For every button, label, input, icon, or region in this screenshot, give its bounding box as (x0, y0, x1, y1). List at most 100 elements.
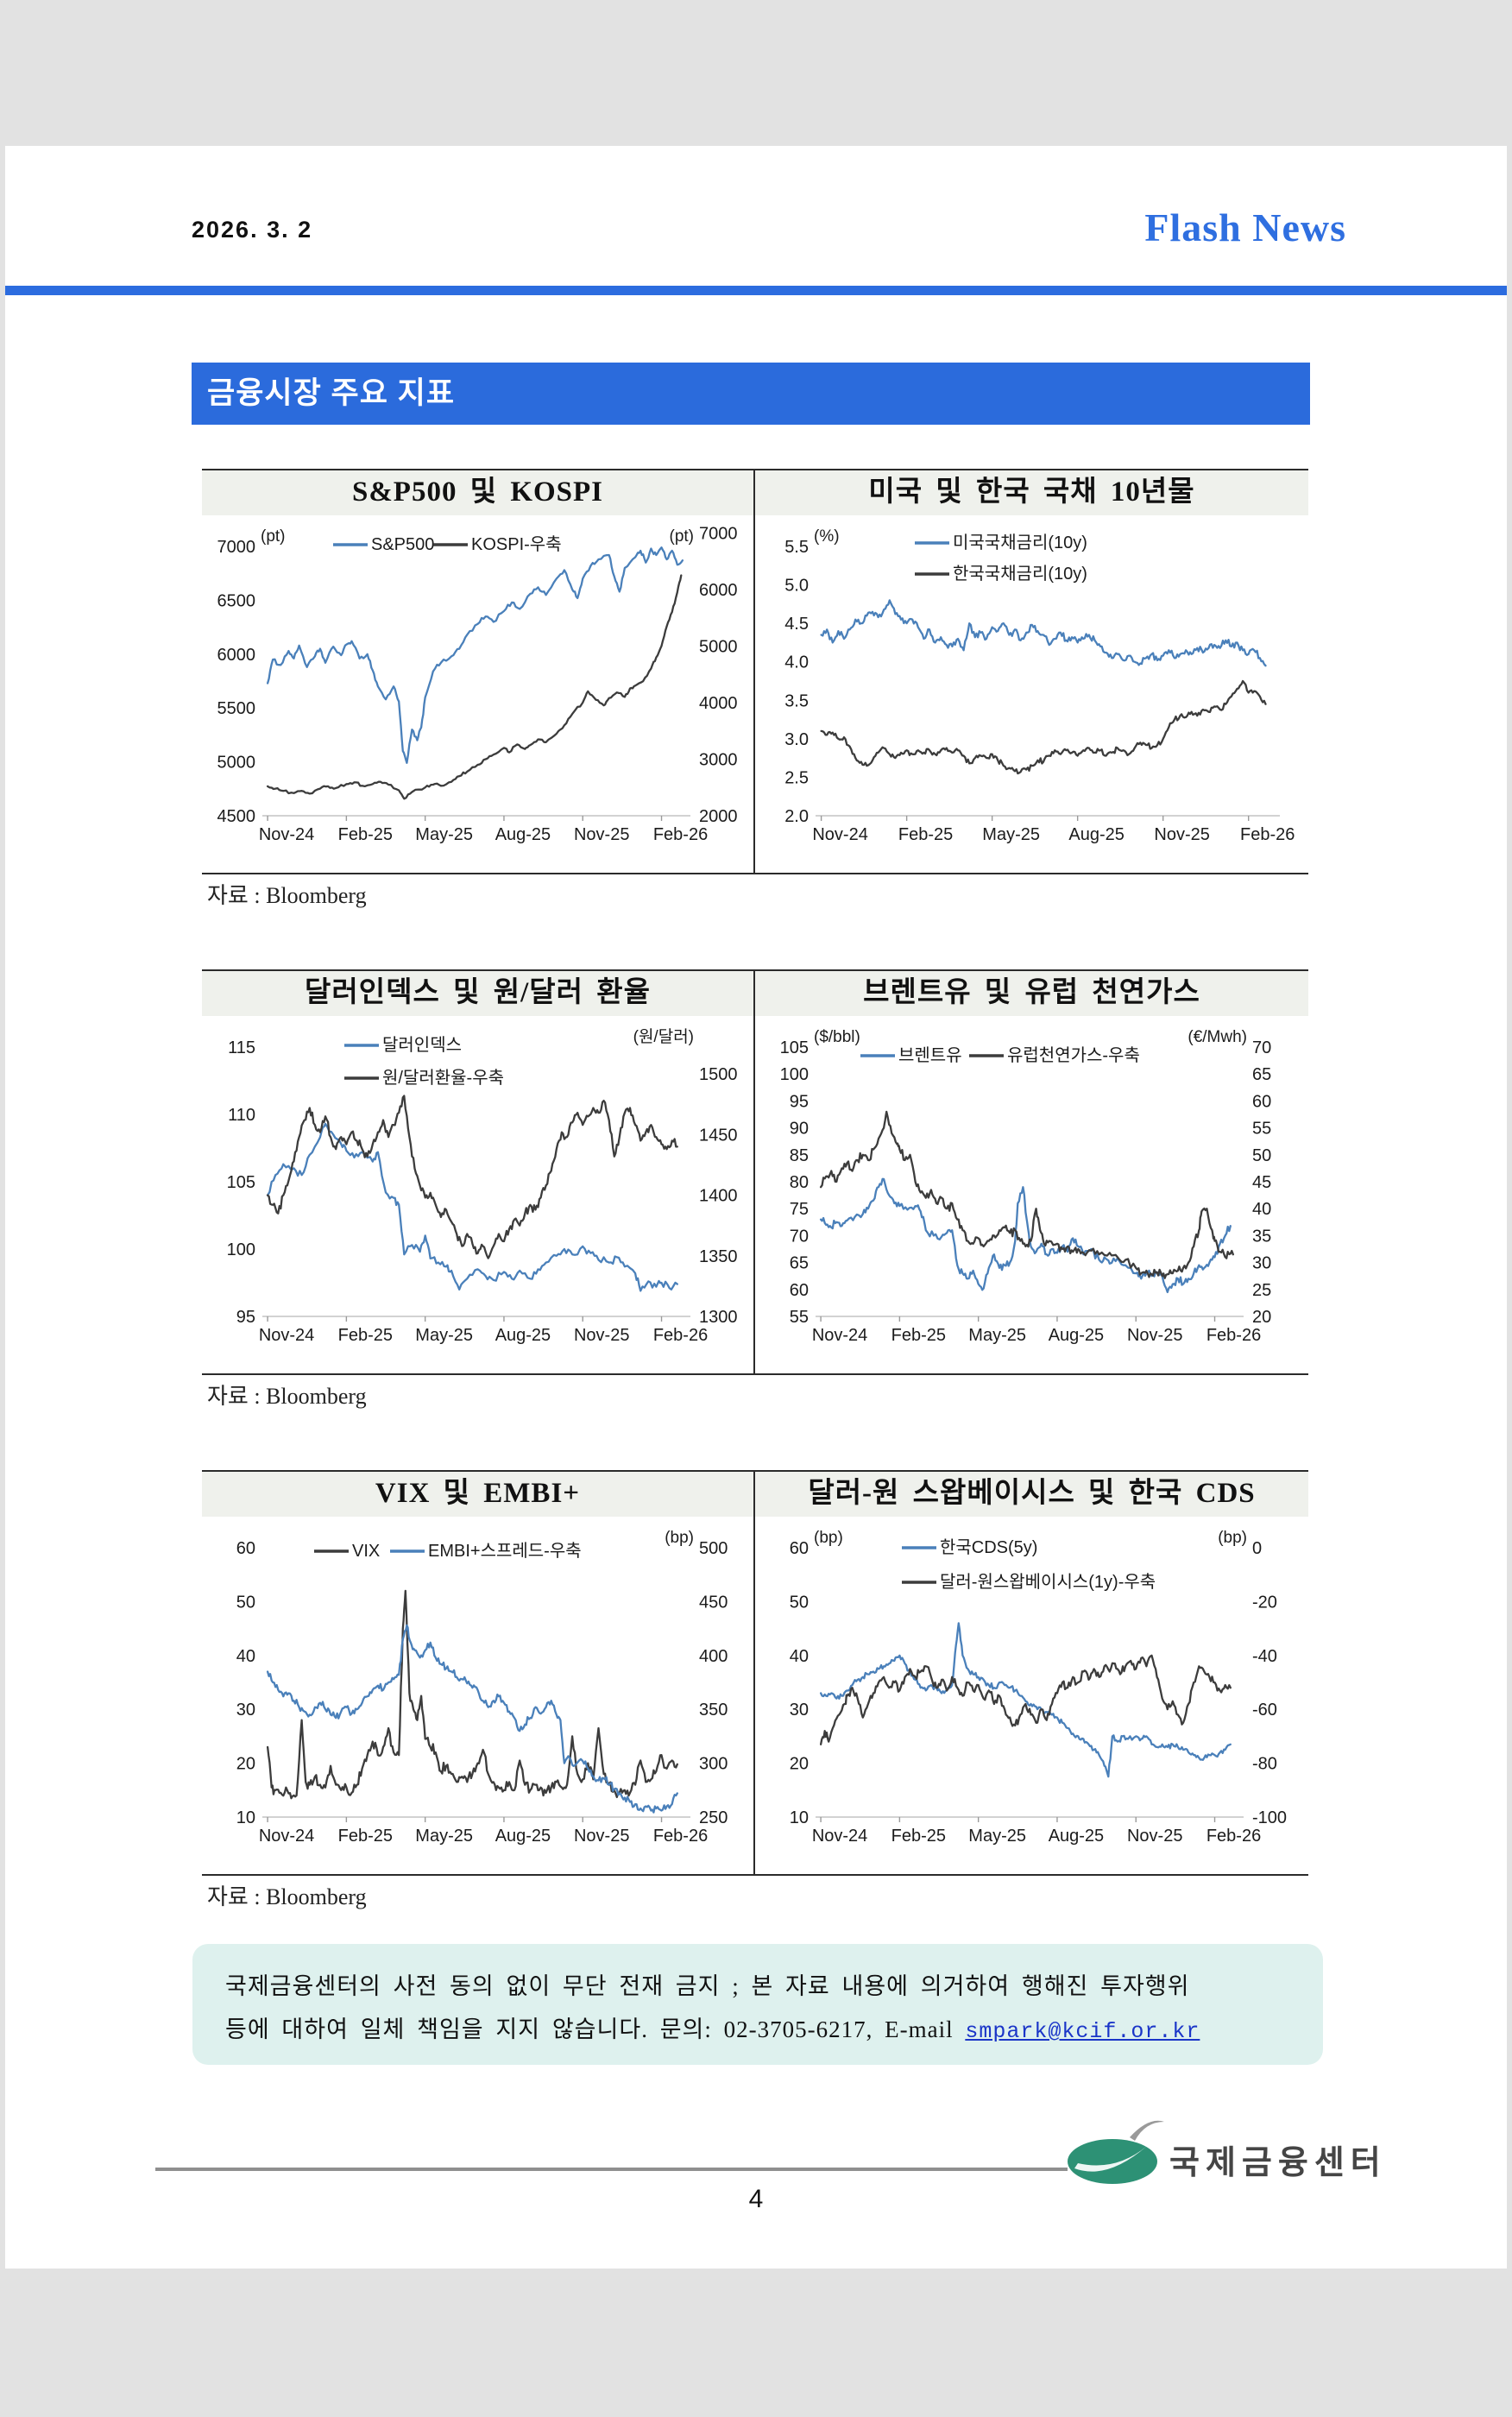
svg-text:1500: 1500 (699, 1065, 738, 1084)
svg-text:50: 50 (1252, 1146, 1271, 1165)
svg-text:65: 65 (790, 1254, 809, 1273)
svg-text:10: 10 (790, 1808, 809, 1827)
svg-text:55: 55 (790, 1308, 809, 1327)
svg-text:0: 0 (1252, 1539, 1262, 1558)
svg-text:30: 30 (236, 1701, 255, 1720)
svg-text:6000: 6000 (699, 581, 738, 600)
svg-text:-80: -80 (1252, 1755, 1277, 1774)
svg-text:Nov-24: Nov-24 (812, 1326, 867, 1345)
svg-text:60: 60 (236, 1539, 255, 1558)
svg-text:45: 45 (1252, 1173, 1271, 1192)
svg-text:7000: 7000 (699, 524, 738, 543)
chart-title: 달러인덱스 및 원/달러 환율 (202, 971, 753, 1016)
svg-text:VIX: VIX (352, 1542, 380, 1561)
svg-text:50: 50 (790, 1593, 809, 1612)
svg-text:Nov-25: Nov-25 (574, 1827, 629, 1846)
svg-text:-100: -100 (1252, 1808, 1287, 1827)
header-rule (5, 286, 1507, 295)
source-label-row1: 자료 : Bloomberg (207, 883, 367, 908)
kcif-logo-icon (1068, 2120, 1164, 2184)
chart-vix-embi: Nov-24 Feb-25 May-25 Aug-25 Nov-25 Feb-26 60 50… (202, 1517, 753, 1875)
svg-text:450: 450 (699, 1593, 728, 1612)
svg-text:2000: 2000 (699, 807, 738, 826)
svg-text:20: 20 (236, 1755, 255, 1774)
svg-text:Nov-25: Nov-25 (1127, 1827, 1182, 1846)
svg-text:-20: -20 (1252, 1593, 1277, 1612)
svg-text:May-25: May-25 (415, 825, 473, 844)
svg-text:(€/Mwh): (€/Mwh) (1188, 1028, 1247, 1046)
svg-text:400: 400 (699, 1647, 728, 1666)
source-label-row2: 자료 : Bloomberg (207, 1384, 367, 1409)
svg-text:3000: 3000 (699, 750, 738, 769)
svg-text:Feb-25: Feb-25 (338, 1326, 393, 1345)
svg-text:(bp): (bp) (814, 1529, 843, 1547)
svg-text:한국국채금리(10y): 한국국채금리(10y) (953, 564, 1087, 584)
chart-title: 미국 및 한국 국채 10년물 (755, 470, 1308, 515)
disclaimer-line1: 국제금융센터의 사전 동의 없이 무단 전재 금지 ; 본 자료 내용에 의거하… (225, 1973, 1190, 1999)
kcif-logo-text: 국제금융센터 (1169, 2145, 1387, 2181)
disclaimer-line2: 등에 대하여 일체 책임을 지지 않습니다. 문의: 02-3705-6217,… (225, 2016, 966, 2042)
svg-text:105: 105 (780, 1038, 809, 1057)
svg-text:2.0: 2.0 (784, 807, 809, 826)
svg-text:Nov-24: Nov-24 (259, 825, 314, 844)
svg-text:Nov-25: Nov-25 (1154, 825, 1209, 844)
chart-cell-vix-embi: VIX 및 EMBI+ Nov-24 Feb-25 May-25 Aug-25 Nov-… (202, 1472, 755, 1874)
svg-text:(bp): (bp) (1218, 1529, 1247, 1547)
svg-text:80: 80 (790, 1173, 809, 1192)
svg-text:($/bbl): ($/bbl) (814, 1028, 860, 1046)
svg-text:5500: 5500 (217, 699, 256, 718)
svg-text:65: 65 (1252, 1065, 1271, 1084)
report-date: 2026. 3. 2 (192, 217, 313, 243)
chart-title: 브렌트유 및 유럽 천연가스 (755, 971, 1308, 1016)
svg-text:3.0: 3.0 (784, 730, 809, 749)
svg-text:브렌트유: 브렌트유 (898, 1045, 962, 1065)
svg-text:Aug-25: Aug-25 (495, 1326, 551, 1345)
svg-text:100: 100 (780, 1065, 809, 1084)
svg-text:5000: 5000 (217, 754, 256, 773)
contact-email-link[interactable]: smpark@kcif.or.kr (965, 2019, 1200, 2044)
svg-text:Aug-25: Aug-25 (1049, 1326, 1105, 1345)
svg-text:250: 250 (699, 1808, 728, 1827)
svg-text:May-25: May-25 (982, 825, 1040, 844)
svg-text:미국국채금리(10y): 미국국채금리(10y) (953, 533, 1087, 552)
chart-title: 달러-원 스왑베이시스 및 한국 CDS (755, 1472, 1308, 1517)
svg-text:Feb-25: Feb-25 (338, 1827, 393, 1846)
svg-text:1300: 1300 (699, 1308, 738, 1327)
svg-text:유럽천연가스-우축: 유럽천연가스-우축 (1007, 1045, 1140, 1065)
svg-text:-60: -60 (1252, 1701, 1277, 1720)
svg-text:70: 70 (790, 1227, 809, 1246)
chart-table-row2: 달러인덱스 및 원/달러 환율 Nov-24 Feb-25 May-25 Aug-25… (202, 969, 1308, 1375)
svg-text:105: 105 (227, 1173, 255, 1192)
svg-text:35: 35 (1252, 1227, 1271, 1246)
chart-table-row1: S&P500 및 KOSPI Nov-24 Feb-25 May-25 Aug-25 N… (202, 469, 1308, 874)
svg-text:75: 75 (790, 1200, 809, 1219)
svg-text:30: 30 (1252, 1254, 1271, 1273)
svg-text:Feb-25: Feb-25 (891, 1827, 946, 1846)
disclaimer-box: 국제금융센터의 사전 동의 없이 무단 전재 금지 ; 본 자료 내용에 의거하… (192, 1944, 1323, 2065)
chart-canvas: Nov-24 Feb-25 May-25 Aug-25 Nov-25 Feb-26 115 1… (227, 1027, 738, 1345)
svg-text:300: 300 (699, 1755, 728, 1774)
kcif-logo: 국제금융센터 (1062, 2111, 1408, 2198)
svg-text:Feb-25: Feb-25 (898, 825, 953, 844)
chart-title: S&P500 및 KOSPI (202, 470, 753, 515)
svg-text:115: 115 (228, 1038, 255, 1057)
svg-text:KOSPI-우축: KOSPI-우축 (471, 534, 562, 554)
svg-text:달러-원스왑베이시스(1y)-우축: 달러-원스왑베이시스(1y)-우축 (940, 1572, 1156, 1592)
svg-text:40: 40 (1252, 1200, 1271, 1219)
svg-text:한국CDS(5y): 한국CDS(5y) (940, 1537, 1037, 1557)
chart-dxy-krw: Nov-24 Feb-25 May-25 Aug-25 Nov-25 Feb-26 115 1… (202, 1016, 753, 1374)
svg-text:달러인덱스: 달러인덱스 (382, 1035, 462, 1055)
svg-text:Feb-25: Feb-25 (891, 1326, 946, 1345)
svg-text:5000: 5000 (699, 637, 738, 656)
svg-text:90: 90 (790, 1120, 809, 1139)
chart-sp500-kospi: Nov-24 Feb-25 May-25 Aug-25 Nov-25 Feb-26 7000… (202, 515, 753, 874)
svg-text:May-25: May-25 (415, 1326, 473, 1345)
svg-text:May-25: May-25 (415, 1827, 473, 1846)
svg-text:350: 350 (699, 1701, 728, 1720)
chart-us-kr-bonds: Nov-24 Feb-25 May-25 Aug-25 Nov-25 Feb-26 5.5 5… (755, 515, 1308, 874)
svg-text:85: 85 (790, 1146, 809, 1165)
svg-text:Aug-25: Aug-25 (495, 1827, 551, 1846)
footer-divider (155, 2168, 1068, 2171)
svg-text:20: 20 (1252, 1308, 1271, 1327)
svg-text:95: 95 (790, 1092, 809, 1111)
